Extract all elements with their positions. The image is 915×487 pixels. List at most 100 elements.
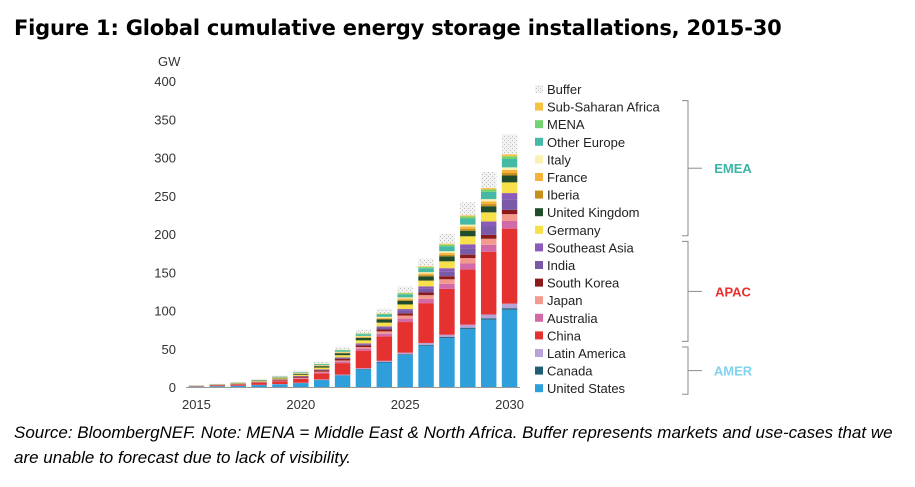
bar-segment-india xyxy=(376,327,393,330)
bar-segment-canada xyxy=(480,318,497,320)
x-tick-label: 2030 xyxy=(495,397,524,412)
bar-stack-2028 xyxy=(460,202,476,387)
bar-segment-sub-saharan-africa xyxy=(460,215,476,217)
bar-segment-canada xyxy=(376,361,393,363)
bar-segment-australia xyxy=(397,318,413,323)
legend-label: Australia xyxy=(547,311,598,326)
bar-segment-japan xyxy=(480,238,497,245)
bar-segment-united-kingdom xyxy=(272,377,288,379)
bar-segment-france xyxy=(418,273,434,276)
bar-stack-2018 xyxy=(251,378,267,387)
bar-segment-germany xyxy=(355,340,372,344)
bar-segment-china xyxy=(272,381,288,385)
bar-segment-france xyxy=(480,201,497,205)
bar-segment-buffer xyxy=(439,233,455,244)
legend-label: MENA xyxy=(547,117,585,132)
bar-stack-2022 xyxy=(334,347,351,387)
legend-swatch-italy xyxy=(535,155,543,164)
bar-segment-china xyxy=(230,384,246,386)
bar-segment-southeast-asia xyxy=(334,357,351,359)
bar-stack-2015 xyxy=(188,385,205,387)
bar-segment-other-europe xyxy=(397,294,413,298)
bar-segment-china xyxy=(480,251,497,315)
legend-groups: EMEA APAC AMER xyxy=(682,100,753,395)
bar-segment-canada xyxy=(460,327,476,329)
legend-label: France xyxy=(547,170,587,185)
legend-label: Other Europe xyxy=(547,135,625,150)
bar-segment-india xyxy=(480,226,497,235)
bar-segment-united-states xyxy=(355,369,372,387)
legend-label: United States xyxy=(547,381,626,396)
bar-segment-other-europe xyxy=(480,191,497,200)
y-tick-label: 400 xyxy=(154,74,176,89)
bar-stack-2026 xyxy=(418,258,434,387)
bar-segment-united-states xyxy=(230,385,246,387)
bar-stack-2020 xyxy=(293,370,309,387)
legend-group-label: AMER xyxy=(714,364,753,379)
bar-segment-japan xyxy=(355,347,372,349)
bar-segment-iberia xyxy=(501,173,518,176)
bar-segment-latin-america xyxy=(418,342,434,345)
bar-segment-latin-america xyxy=(460,324,476,328)
bar-segment-sub-saharan-africa xyxy=(501,154,518,157)
bar-segment-india xyxy=(418,288,434,293)
bar-segment-italy xyxy=(334,351,351,353)
legend-label: Southeast Asia xyxy=(547,240,634,255)
chart-title: Figure 1: Global cumulative energy stora… xyxy=(14,16,782,40)
legend-label: Canada xyxy=(547,364,593,379)
legend-swatch-other-europe xyxy=(535,137,543,146)
bar-segment-south-korea xyxy=(313,370,330,372)
bar-segment-iberia xyxy=(418,275,434,277)
bar-segment-iberia xyxy=(376,318,393,320)
y-axis-unit: GW xyxy=(158,54,181,69)
bar-segment-iberia xyxy=(397,299,413,301)
legend-swatch-india xyxy=(535,261,543,269)
bar-segment-australia xyxy=(480,244,497,252)
bar-segment-south-korea xyxy=(376,329,393,332)
bar-segment-buffer xyxy=(251,378,267,380)
bar-segment-united-states xyxy=(251,385,267,387)
bar-stack-2016 xyxy=(209,383,226,387)
bar-segment-china xyxy=(209,385,226,387)
x-tick-label: 2020 xyxy=(286,397,315,412)
bar-segment-canada xyxy=(397,354,413,355)
bar-segment-buffer xyxy=(501,134,518,155)
bar-segment-japan xyxy=(439,279,455,284)
y-tick-label: 200 xyxy=(154,227,176,242)
bar-segment-mena xyxy=(397,293,413,295)
bar-segment-germany xyxy=(334,355,351,358)
bar-segment-buffer xyxy=(334,347,351,350)
bar-segment-south-korea xyxy=(439,276,455,280)
bar-segment-south-korea xyxy=(480,234,497,239)
bar-segment-mena xyxy=(439,244,455,247)
bar-segment-india xyxy=(460,248,476,255)
bar-segment-south-korea xyxy=(355,345,372,348)
bar-segment-other-europe xyxy=(293,372,309,374)
legend-swatch-germany xyxy=(535,225,543,234)
bar-segment-mena xyxy=(480,189,497,192)
bar-segment-france xyxy=(376,317,393,319)
bar-segment-south-korea xyxy=(418,292,434,296)
bar-segment-china xyxy=(460,269,476,325)
bar-stack-2019 xyxy=(272,375,288,387)
bar-segment-france xyxy=(355,336,372,338)
y-tick-label: 50 xyxy=(162,342,176,357)
bar-stack-2027 xyxy=(439,233,455,387)
bar-segment-united-states xyxy=(376,362,393,387)
bar-segment-france xyxy=(397,298,413,300)
bar-segment-germany xyxy=(313,367,330,370)
bar-segment-latin-america xyxy=(334,374,351,376)
bar-segment-italy xyxy=(418,272,434,274)
bar-segment-india xyxy=(313,369,330,371)
bar-segment-india xyxy=(334,358,351,359)
bar-segment-latin-america xyxy=(501,303,518,309)
bar-segment-mena xyxy=(376,313,393,315)
bar-segment-australia xyxy=(501,221,518,229)
bar-segment-latin-america xyxy=(439,334,455,338)
bar-segment-southeast-asia xyxy=(460,244,476,249)
bar-segment-china xyxy=(397,322,413,353)
legend-swatch-latin-america xyxy=(535,349,543,357)
legend-label: Latin America xyxy=(547,346,627,361)
bar-segment-germany xyxy=(397,304,413,310)
legend-label: Iberia xyxy=(547,188,580,203)
